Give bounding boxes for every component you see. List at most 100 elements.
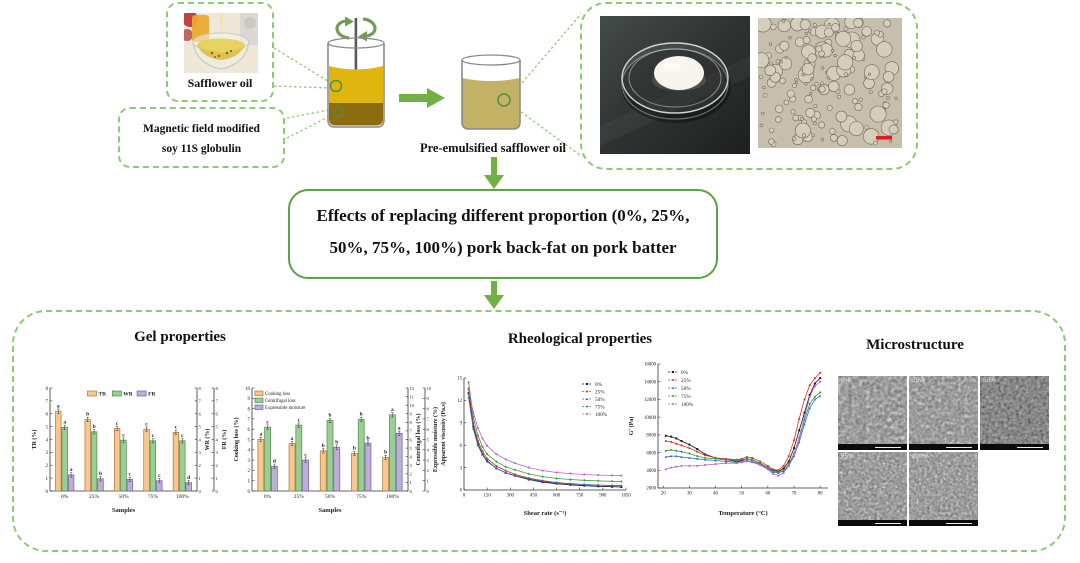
svg-text:0: 0	[216, 489, 219, 494]
svg-text:FR (%): FR (%)	[221, 430, 228, 450]
sem-scale-bar	[946, 446, 972, 448]
svg-text:4000: 4000	[646, 469, 656, 474]
sem-image: 75%	[838, 452, 907, 526]
svg-text:b: b	[360, 412, 363, 418]
svg-text:c: c	[145, 421, 148, 427]
svg-text:8: 8	[46, 387, 49, 392]
arrow-right-icon	[399, 88, 445, 108]
svg-text:c: c	[175, 425, 178, 431]
svg-text:7: 7	[199, 399, 202, 404]
svg-text:a: a	[70, 467, 73, 473]
svg-text:1: 1	[248, 480, 251, 485]
svg-text:b: b	[335, 439, 338, 445]
svg-text:Cooking loss: Cooking loss	[265, 392, 290, 397]
svg-text:900: 900	[599, 494, 607, 499]
svg-text:25%: 25%	[294, 494, 305, 500]
svg-text:Centrifugal loss (%): Centrifugal loss (%)	[415, 414, 422, 466]
svg-text:80: 80	[818, 492, 823, 497]
svg-text:3: 3	[46, 451, 49, 456]
svg-text:0%: 0%	[681, 370, 689, 376]
svg-text:5: 5	[410, 446, 413, 451]
svg-text:3: 3	[216, 450, 219, 455]
magnetic-label-line2: soy 11S globulin	[161, 143, 242, 155]
svg-text:3: 3	[248, 459, 251, 464]
svg-text:a: a	[291, 436, 294, 442]
safflower-oil-label: Safflower oil	[187, 76, 253, 90]
sem-scale-strip	[838, 444, 907, 450]
svg-text:Apparent viscosity (Pa.s): Apparent viscosity (Pa.s)	[440, 402, 447, 466]
svg-text:Expressible moisture: Expressible moisture	[265, 406, 305, 411]
sem-scale-strip	[980, 444, 1049, 450]
svg-text:6: 6	[46, 413, 49, 418]
svg-text:40: 40	[713, 492, 718, 497]
svg-text:12: 12	[457, 399, 462, 404]
svg-text:100%: 100%	[595, 412, 608, 418]
sem-image: 50%	[980, 376, 1049, 450]
svg-text:c: c	[181, 433, 184, 439]
svg-text:75%: 75%	[356, 494, 367, 500]
svg-text:2: 2	[199, 463, 202, 468]
svg-text:a: a	[57, 403, 60, 409]
svg-text:10000: 10000	[644, 416, 657, 421]
svg-text:10: 10	[410, 403, 415, 408]
svg-text:3: 3	[427, 458, 430, 463]
svg-text:9: 9	[410, 412, 413, 417]
svg-text:b: b	[322, 443, 325, 449]
svg-text:5: 5	[427, 437, 430, 442]
svg-text:7: 7	[248, 418, 251, 423]
svg-text:7: 7	[410, 429, 413, 434]
connector-lines	[273, 13, 582, 157]
svg-text:TR: TR	[99, 392, 108, 398]
svg-text:WR: WR	[123, 392, 134, 398]
svg-text:14000: 14000	[644, 380, 657, 385]
svg-text:4: 4	[248, 449, 251, 454]
sem-image: 0%	[838, 376, 907, 450]
effects-line1: Effects of replacing different proportio…	[316, 206, 690, 225]
svg-text:10: 10	[427, 386, 432, 391]
svg-text:25%: 25%	[89, 494, 100, 500]
svg-text:11: 11	[410, 394, 415, 399]
svg-text:1: 1	[410, 480, 413, 485]
results-panel	[12, 310, 1066, 552]
svg-text:8: 8	[410, 420, 413, 425]
svg-text:Samples: Samples	[112, 507, 136, 514]
svg-text:b: b	[353, 446, 356, 452]
svg-text:50%: 50%	[325, 494, 336, 500]
sem-scale-bar	[875, 522, 901, 524]
svg-text:d: d	[187, 475, 190, 481]
svg-text:Temperature (°C): Temperature (°C)	[718, 510, 767, 517]
effects-line2: 50%, 75%, 100%) pork back-fat on pork ba…	[329, 238, 677, 257]
svg-text:2: 2	[216, 463, 219, 468]
svg-text:0%: 0%	[595, 382, 603, 388]
sem-image-label: 0%	[841, 377, 851, 384]
svg-text:2: 2	[427, 468, 430, 473]
storage-modulus-line-chart: 20 30 40 50 60 70 80 2000 4000 6000 8000 10000 12000…	[628, 363, 828, 517]
magnetic-label-line1: Magnetic field modified	[143, 123, 260, 135]
sem-image: 100%	[909, 452, 978, 526]
svg-text:2: 2	[248, 469, 251, 474]
svg-text:FR: FR	[148, 392, 156, 398]
effects-box: Effects of replacing different proportio…	[288, 189, 718, 279]
svg-text:25%: 25%	[681, 378, 691, 384]
svg-text:50%: 50%	[118, 494, 129, 500]
arrow-down-icon	[484, 157, 504, 189]
svg-text:0: 0	[463, 494, 466, 499]
svg-text:9: 9	[427, 396, 430, 401]
sem-image-grid: 0% 25% 50% 75% 100%	[838, 376, 1049, 526]
sem-image-label: 75%	[841, 453, 855, 460]
svg-text:100%: 100%	[386, 494, 399, 500]
svg-text:7: 7	[216, 399, 219, 404]
svg-text:Shear rate (s⁻¹): Shear rate (s⁻¹)	[524, 510, 567, 517]
svg-text:b: b	[384, 450, 387, 456]
emulsion-photos-box	[580, 2, 918, 170]
svg-text:20: 20	[661, 492, 666, 497]
svg-text:c: c	[298, 417, 301, 423]
svg-text:70: 70	[792, 492, 797, 497]
svg-text:8000: 8000	[646, 434, 656, 439]
sem-image: 25%	[909, 376, 978, 450]
svg-text:G' (Pa): G' (Pa)	[628, 417, 635, 436]
svg-text:0: 0	[248, 490, 251, 495]
svg-text:4: 4	[199, 437, 202, 442]
svg-text:8: 8	[199, 386, 202, 391]
svg-text:0: 0	[46, 490, 49, 495]
